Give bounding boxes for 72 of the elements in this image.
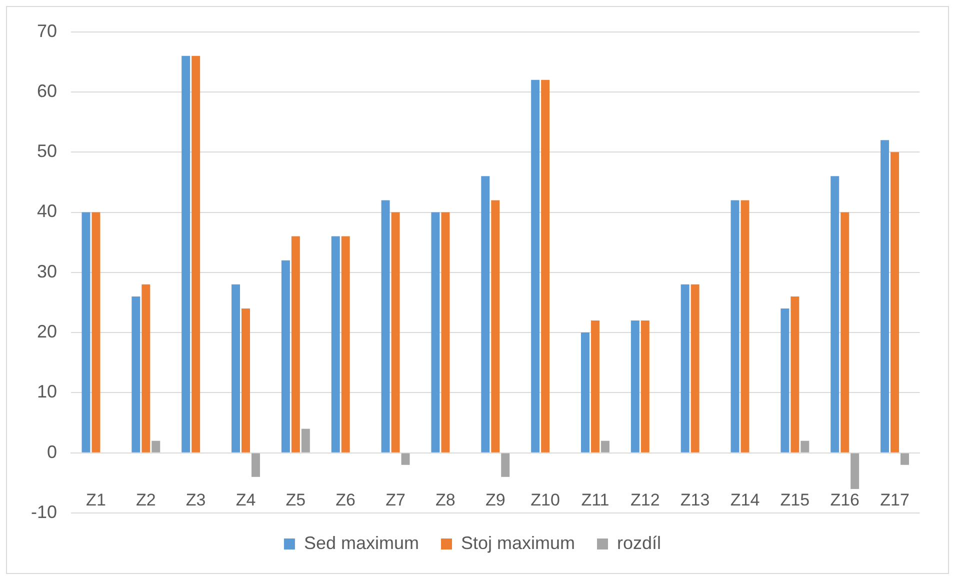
x-tick-label: Z16: [830, 490, 860, 510]
bar: [531, 80, 540, 452]
bar: [401, 453, 410, 465]
y-tick-label: -10: [31, 502, 58, 522]
bar: [491, 200, 500, 452]
y-tick-label: 10: [36, 382, 58, 402]
bar: [640, 320, 650, 452]
bar: [740, 200, 750, 452]
bar: [341, 236, 350, 452]
bar: [600, 440, 610, 452]
bar: [281, 260, 290, 452]
bar: [880, 140, 890, 452]
y-tick-label: 20: [36, 322, 58, 342]
x-tick-label: Z9: [485, 490, 506, 510]
bar: [431, 212, 440, 452]
x-tick-label: Z12: [630, 490, 660, 510]
bar: [291, 236, 300, 452]
x-tick-label: Z3: [186, 490, 206, 510]
x-tick-label: Z6: [336, 490, 356, 510]
bar: [242, 308, 250, 452]
bar: [331, 236, 340, 452]
bar: [441, 212, 450, 452]
x-tick-label: Z17: [880, 490, 910, 510]
bar: [481, 176, 490, 452]
bar: [541, 80, 550, 452]
bar: [690, 284, 700, 452]
bar: [301, 428, 310, 452]
bar: [790, 296, 800, 452]
x-tick-label: Z11: [581, 490, 610, 510]
x-tick-label: Z15: [780, 490, 810, 510]
bar: [142, 284, 150, 452]
bar: [630, 320, 640, 452]
bar: [381, 200, 390, 452]
bar: [830, 176, 840, 452]
legend-label: Sed maximum: [304, 532, 419, 553]
x-tick-label: Z13: [680, 490, 710, 510]
bar: [800, 440, 810, 452]
bar: [192, 56, 200, 452]
y-tick-label: 50: [36, 141, 58, 162]
bar: [840, 212, 850, 452]
bar: [900, 453, 909, 465]
x-tick-label: Z14: [730, 490, 760, 510]
bar: [580, 332, 590, 452]
x-tick-label: Z1: [86, 490, 106, 510]
x-tick-label: Z5: [286, 490, 306, 510]
bar: [391, 212, 400, 452]
bar: [680, 284, 690, 452]
legend-label: Stoj maximum: [461, 532, 576, 553]
y-tick-label: 30: [36, 261, 58, 282]
bar: [232, 284, 240, 452]
x-tick-label: Z10: [530, 490, 560, 510]
bar: [82, 212, 90, 452]
bar: [501, 453, 510, 477]
legend-label: rozdíl: [617, 532, 662, 553]
bar: [850, 453, 860, 489]
bar: [780, 308, 790, 452]
x-tick-label: Z4: [236, 490, 256, 510]
bar: [251, 453, 260, 477]
bar: [182, 56, 190, 452]
bar: [890, 152, 900, 452]
x-tick-label: Z7: [386, 490, 406, 510]
bar: [152, 440, 160, 452]
bar: [590, 320, 600, 452]
bar: [132, 296, 140, 452]
y-tick-label: 40: [36, 201, 58, 222]
y-tick-label: 70: [36, 20, 58, 41]
bar: [730, 200, 740, 452]
y-tick-label: 60: [36, 80, 58, 101]
x-tick-label: Z8: [436, 490, 456, 510]
y-tick-label: 0: [47, 442, 58, 462]
bar: [92, 212, 100, 452]
x-tick-label: Z2: [136, 490, 156, 510]
